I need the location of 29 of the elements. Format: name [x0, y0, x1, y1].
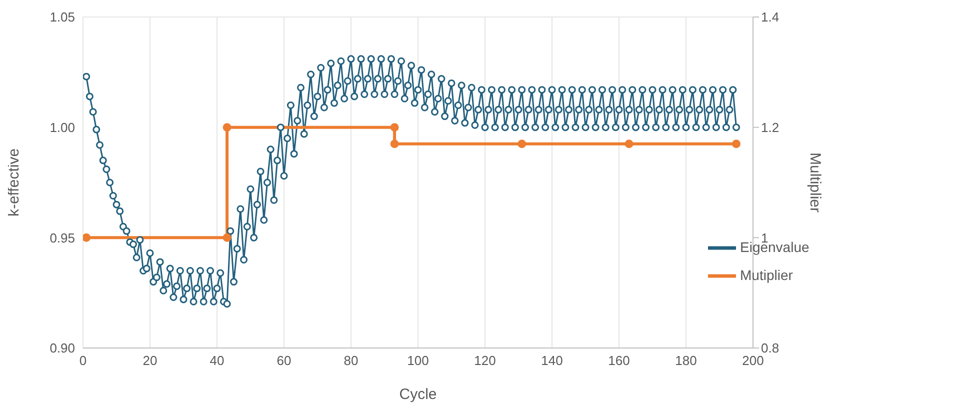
point	[732, 140, 740, 148]
y2-tick-label: 1.4	[761, 10, 780, 25]
x-axis-title: Cycle	[399, 386, 437, 403]
point	[624, 140, 634, 148]
y2-axis-title: Multiplier	[806, 152, 824, 213]
x-tick-label: 20	[142, 353, 158, 368]
x-tick-label: 180	[675, 353, 697, 368]
x-tick-label: 40	[210, 353, 224, 368]
y-tick-label: 1.00	[50, 120, 75, 135]
x-tick-label: 80	[344, 353, 358, 368]
y2-tick-label: 1.2	[761, 120, 780, 135]
y-tick-label: 0.95	[50, 230, 75, 246]
x-tick-label: 140	[541, 353, 563, 368]
x-tick-label: 0	[79, 353, 87, 368]
point	[518, 140, 526, 148]
x-tick-label: 60	[276, 353, 292, 368]
point	[390, 140, 399, 148]
x-tick-label: 160	[608, 353, 630, 368]
x-tick-label: 120	[474, 353, 496, 368]
point	[390, 123, 399, 132]
x-tick-label: 100	[407, 353, 429, 368]
point	[222, 233, 232, 242]
y-tick-label: 0.90	[50, 340, 75, 356]
x-tick-label: 200	[742, 353, 764, 368]
y-tick-label: 1.05	[50, 10, 75, 25]
legend-label: Mutiplier	[740, 267, 793, 284]
y2-tick-label: 0.8	[761, 340, 780, 356]
point	[83, 233, 91, 242]
point	[222, 123, 232, 132]
